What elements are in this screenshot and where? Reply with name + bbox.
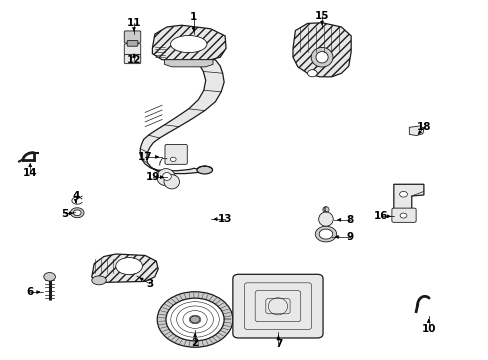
Circle shape xyxy=(399,192,407,197)
Ellipse shape xyxy=(162,172,171,180)
Text: 10: 10 xyxy=(421,324,435,334)
Text: 9: 9 xyxy=(346,232,353,242)
Ellipse shape xyxy=(322,207,326,212)
FancyBboxPatch shape xyxy=(164,144,187,165)
Ellipse shape xyxy=(325,207,328,212)
Ellipse shape xyxy=(116,257,142,275)
Text: 3: 3 xyxy=(146,279,153,289)
Circle shape xyxy=(44,273,55,281)
Text: 11: 11 xyxy=(126,18,141,28)
Circle shape xyxy=(190,316,200,323)
Polygon shape xyxy=(164,60,213,67)
Polygon shape xyxy=(152,25,225,60)
Text: 14: 14 xyxy=(23,168,38,178)
Polygon shape xyxy=(393,184,423,209)
Text: 15: 15 xyxy=(314,11,328,21)
Ellipse shape xyxy=(318,212,332,226)
Text: 2: 2 xyxy=(191,338,198,348)
Text: 17: 17 xyxy=(138,152,152,162)
Text: 7: 7 xyxy=(274,339,282,350)
Text: 4: 4 xyxy=(72,191,80,201)
FancyBboxPatch shape xyxy=(127,41,138,46)
Polygon shape xyxy=(292,23,350,77)
Circle shape xyxy=(307,70,317,77)
Ellipse shape xyxy=(170,36,206,53)
Ellipse shape xyxy=(197,166,212,174)
FancyBboxPatch shape xyxy=(391,208,415,222)
Text: 1: 1 xyxy=(189,12,197,22)
FancyBboxPatch shape xyxy=(232,274,323,338)
Text: 19: 19 xyxy=(146,172,160,182)
Text: 16: 16 xyxy=(373,211,387,221)
Polygon shape xyxy=(408,126,423,135)
FancyBboxPatch shape xyxy=(124,44,141,55)
Ellipse shape xyxy=(157,168,175,186)
Text: 5: 5 xyxy=(61,209,69,219)
Ellipse shape xyxy=(92,276,106,285)
Polygon shape xyxy=(140,60,224,174)
Text: 13: 13 xyxy=(218,214,232,224)
Polygon shape xyxy=(92,254,158,283)
Text: 8: 8 xyxy=(346,215,353,225)
FancyBboxPatch shape xyxy=(124,54,141,64)
Text: 6: 6 xyxy=(26,287,34,297)
Text: 18: 18 xyxy=(416,122,430,132)
Text: 12: 12 xyxy=(126,55,141,65)
Ellipse shape xyxy=(163,175,179,189)
Ellipse shape xyxy=(310,48,332,67)
Circle shape xyxy=(170,157,176,162)
Ellipse shape xyxy=(324,207,327,212)
FancyBboxPatch shape xyxy=(124,31,141,43)
Ellipse shape xyxy=(315,51,327,63)
Circle shape xyxy=(399,213,406,218)
